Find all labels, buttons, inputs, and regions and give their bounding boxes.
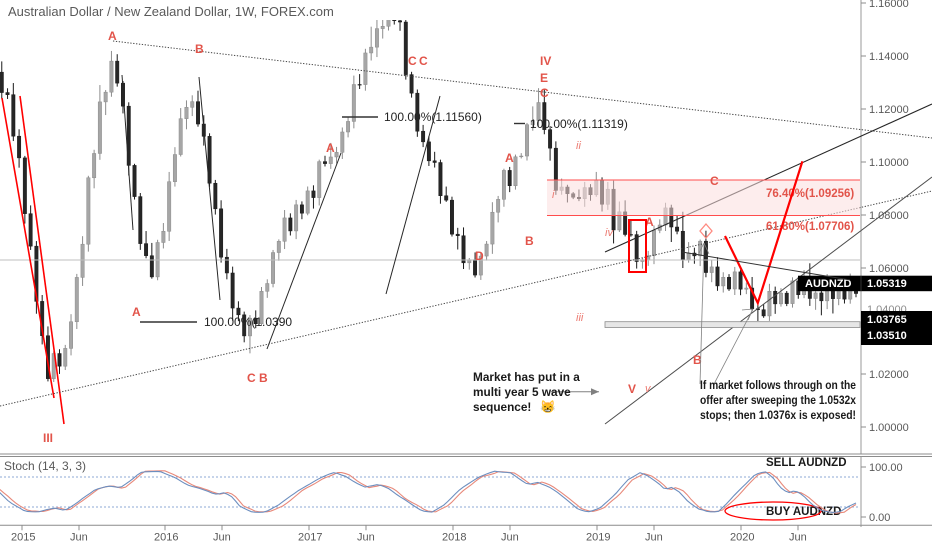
svg-text:A: A	[132, 305, 141, 319]
svg-text:C: C	[540, 86, 549, 100]
svg-text:A: A	[505, 151, 514, 165]
svg-text:1.06000: 1.06000	[869, 263, 909, 275]
svg-text:1.03510: 1.03510	[867, 330, 907, 342]
svg-text:C: C	[419, 54, 428, 68]
svg-text:offer after sweeping the 1.053: offer after sweeping the 1.0532x	[700, 393, 856, 407]
svg-text:A: A	[326, 141, 335, 155]
svg-text:100.00: 100.00	[869, 462, 903, 474]
svg-text:C: C	[408, 54, 417, 68]
svg-text:1.12000: 1.12000	[869, 104, 909, 116]
svg-text:multi year 5 wave: multi year 5 wave	[473, 385, 571, 399]
svg-text:Jun: Jun	[645, 532, 663, 544]
svg-text:100.00%(1.0390: 100.00%(1.0390	[204, 315, 292, 329]
svg-text:1.14000: 1.14000	[869, 51, 909, 63]
svg-text:Jun: Jun	[357, 532, 375, 544]
svg-text:D: D	[475, 249, 484, 263]
svg-text:IV: IV	[540, 54, 551, 68]
svg-text:1.00000: 1.00000	[869, 422, 909, 434]
svg-text:B: B	[259, 371, 268, 385]
svg-text:0.00: 0.00	[869, 512, 890, 524]
svg-text:76.40%(1.09256): 76.40%(1.09256)	[766, 188, 854, 200]
svg-text:2020: 2020	[730, 532, 754, 544]
svg-text:1.03765: 1.03765	[867, 314, 907, 326]
svg-text:2018: 2018	[442, 532, 466, 544]
svg-text:stops; then 1.0376x is exposed: stops; then 1.0376x is exposed!	[700, 408, 856, 422]
svg-text:2017: 2017	[298, 532, 322, 544]
svg-text:ii: ii	[576, 140, 581, 152]
svg-text:V: V	[628, 382, 636, 396]
svg-text:Jun: Jun	[789, 532, 807, 544]
svg-text:2019: 2019	[586, 532, 610, 544]
svg-text:A: A	[108, 29, 117, 43]
svg-text:1.05319: 1.05319	[867, 278, 907, 290]
svg-text:100.00%(1.11319): 100.00%(1.11319)	[530, 117, 628, 131]
svg-text:😸: 😸	[540, 400, 556, 414]
svg-text:III: III	[43, 431, 53, 445]
svg-text:SELL AUDNZD: SELL AUDNZD	[766, 457, 847, 469]
svg-text:Jun: Jun	[501, 532, 519, 544]
svg-text:C: C	[247, 371, 256, 385]
svg-text:2016: 2016	[154, 532, 178, 544]
svg-text:100.00%(1.11560): 100.00%(1.11560)	[384, 110, 482, 124]
svg-text:Jun: Jun	[70, 532, 88, 544]
svg-text:Australian Dollar / New Zealan: Australian Dollar / New Zealand Dollar, …	[8, 4, 334, 19]
svg-text:B: B	[195, 42, 204, 56]
svg-text:1.10000: 1.10000	[869, 157, 909, 169]
svg-text:2015: 2015	[11, 532, 35, 544]
svg-text:Market has put in a: Market has put in a	[473, 370, 580, 384]
svg-text:B: B	[525, 234, 534, 248]
svg-text:AUDNZD: AUDNZD	[805, 278, 851, 290]
svg-text:C: C	[710, 174, 719, 188]
svg-text:If market follows through on t: If market follows through on the	[700, 378, 856, 392]
svg-text:1.02000: 1.02000	[869, 369, 909, 381]
svg-text:Jun: Jun	[213, 532, 231, 544]
svg-text:sequence!: sequence!	[473, 400, 531, 414]
svg-text:1.16000: 1.16000	[869, 0, 909, 10]
svg-text:Stoch (14, 3, 3): Stoch (14, 3, 3)	[4, 459, 86, 473]
svg-text:iii: iii	[576, 312, 584, 324]
svg-text:E: E	[540, 71, 548, 85]
